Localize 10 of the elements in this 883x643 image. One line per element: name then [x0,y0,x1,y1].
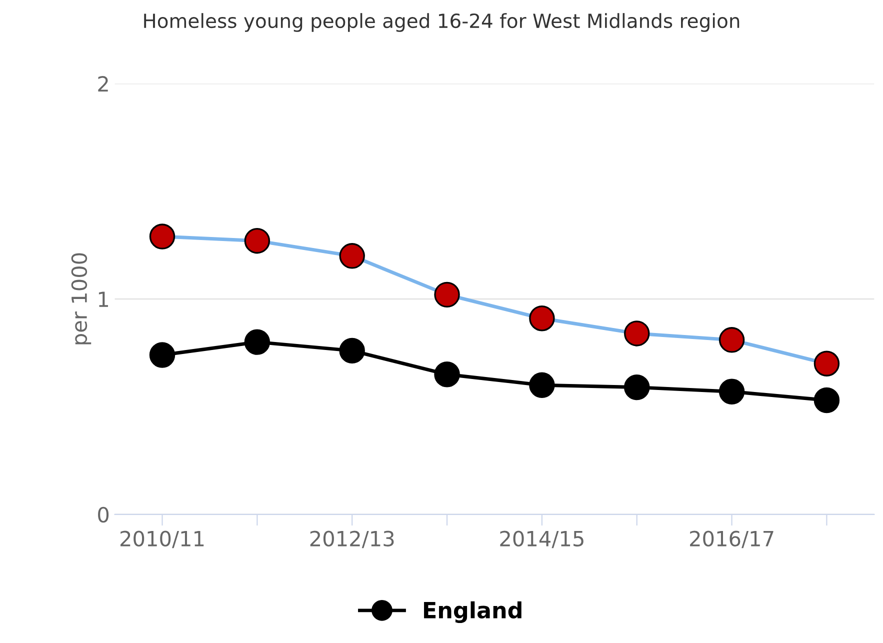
y-axis-title: per 1000 [71,253,92,344]
y-tick-label: 0 [98,506,109,523]
y-tick-label: 1 [98,292,108,307]
x-tick-label: 2016/17 [690,530,774,548]
x-tick-label: 2014/15 [500,530,584,548]
legend-label: England [424,601,522,623]
y-tick-label: 2 [98,76,108,92]
x-tick-label: 2012/13 [310,530,394,548]
x-tick-label: 2010/11 [120,530,204,548]
chart-title: Homeless young people aged 16-24 for West Midlands region [144,13,740,32]
